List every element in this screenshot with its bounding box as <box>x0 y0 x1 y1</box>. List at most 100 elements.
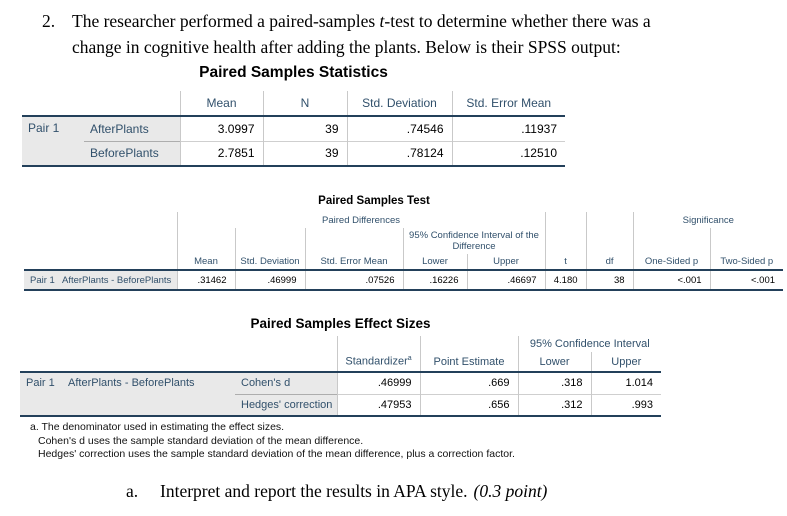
empty-header-cell <box>22 91 84 117</box>
empty-header-cell <box>56 212 177 228</box>
stat-cell-sd: .74546 <box>346 116 452 141</box>
footnote-hedges: Hedges' correction uses the sample stand… <box>38 448 515 460</box>
col-header-point-estimate: Point Estimate <box>419 352 518 373</box>
test-cell-one-sided-p: <.001 <box>632 270 711 291</box>
empty-header-cell <box>585 212 634 228</box>
col-header-mean: Mean <box>176 254 235 271</box>
empty-header-cell <box>235 352 337 373</box>
effect-cell-point: .656 <box>419 393 518 417</box>
effect-table: 95% Confidence Interval Standardizera Po… <box>20 336 662 417</box>
stat-cell-sem: .11937 <box>451 116 565 141</box>
ci-group-header: 95% Confidence Interval <box>517 336 662 352</box>
question-body: The researcher performed a paired-sample… <box>72 8 651 60</box>
test-cell-sd: .46999 <box>234 270 305 291</box>
col-header-std-deviation: Std. Deviation <box>234 254 305 271</box>
empty-header-cell <box>419 336 518 352</box>
col-header-one-sided-p: One-Sided p <box>632 254 711 271</box>
test-cell-sem: .07526 <box>304 270 403 291</box>
empty-header-cell <box>24 212 56 228</box>
variable-label: BeforePlants <box>84 140 180 167</box>
col-header-upper: Upper <box>590 352 662 373</box>
footnote-a: a. The denominator used in estimating th… <box>30 421 285 433</box>
question-number: 2. <box>42 11 56 31</box>
subquestion-body: Interpret and report the results in APA … <box>160 481 547 502</box>
col-header-std-error-mean: Std. Error Mean <box>304 254 403 271</box>
paired-samples-statistics: Paired Samples Statistics Mean N Std. De… <box>22 64 565 167</box>
variable-label: AfterPlants - BeforePlants <box>62 372 235 417</box>
stat-cell-mean: 2.7851 <box>179 140 263 167</box>
group-header-paired-differences: Paired Differences <box>176 212 546 228</box>
t-italic: t <box>379 11 385 31</box>
col-header-two-sided-p: Two-Sided p <box>709 254 784 271</box>
variable-label: AfterPlants <box>84 116 180 141</box>
empty-header-cell <box>62 336 235 352</box>
effect-cell-standardizer: .46999 <box>336 372 420 394</box>
effect-table-title: Paired Samples Effect Sizes <box>250 316 431 331</box>
question-line2: change in cognitive health after adding … <box>72 37 621 57</box>
col-header-df: df <box>585 254 634 271</box>
col-header-std-deviation: Std. Deviation <box>346 91 452 117</box>
col-header-t: t <box>544 254 587 271</box>
col-header-mean: Mean <box>179 91 263 117</box>
empty-header-cell <box>24 254 56 271</box>
group-header-significance: Significance <box>632 212 784 228</box>
method-label-cohens-d: Cohen's d <box>235 372 337 394</box>
empty-header-cell <box>176 228 235 254</box>
empty-header-cell <box>84 91 180 117</box>
empty-header-cell <box>56 228 177 254</box>
ci-group-header: 95% Confidence Interval of the Differenc… <box>402 228 546 254</box>
effect-cell-lower: .318 <box>517 372 591 394</box>
question-text: 2. The researcher performed a paired-sam… <box>42 8 762 60</box>
method-label-hedges: Hedges' correction <box>235 393 337 417</box>
stat-cell-sd: .78124 <box>346 140 452 167</box>
stat-cell-n: 39 <box>262 140 347 167</box>
pair-label: Pair 1 <box>22 116 84 167</box>
empty-header-cell <box>709 228 784 254</box>
effect-cell-standardizer: .47953 <box>336 393 420 417</box>
variable-label: AfterPlants - BeforePlants <box>56 270 177 291</box>
col-header-lower: Lower <box>402 254 467 271</box>
stat-cell-sem: .12510 <box>451 140 565 167</box>
effect-cell-point: .669 <box>419 372 518 394</box>
empty-header-cell <box>56 254 177 271</box>
stat-cell-mean: 3.0997 <box>179 116 263 141</box>
effect-cell-lower: .312 <box>517 393 591 417</box>
test-cell-upper: .46697 <box>466 270 546 291</box>
empty-header-cell <box>20 336 62 352</box>
col-header-standardizer: Standardizera <box>336 352 420 373</box>
col-header-std-error-mean: Std. Error Mean <box>451 91 565 117</box>
empty-header-cell <box>20 352 62 373</box>
empty-header-cell <box>544 228 587 254</box>
effect-cell-upper: .993 <box>590 393 662 417</box>
pair-label: Pair 1 <box>20 372 62 417</box>
empty-header-cell <box>632 228 711 254</box>
col-header-lower: Lower <box>517 352 591 373</box>
empty-header-cell <box>304 228 403 254</box>
standardizer-label: Standardizer <box>345 355 408 368</box>
empty-header-cell <box>234 228 305 254</box>
pair-label: Pair 1 <box>24 270 56 291</box>
paired-samples-test: Paired Samples Test Paired Differences S… <box>24 195 784 291</box>
empty-header-cell <box>585 228 634 254</box>
effect-cell-upper: 1.014 <box>590 372 662 394</box>
effect-table-footnotes: a. The denominator used in estimating th… <box>30 421 515 462</box>
subquestion-text: Interpret and report the results in APA … <box>160 481 468 501</box>
subquestion-points: (0.3 point) <box>473 481 548 501</box>
test-cell-two-sided-p: <.001 <box>709 270 784 291</box>
paired-samples-effect-sizes: Paired Samples Effect Sizes 95% Confiden… <box>20 316 662 417</box>
footnote-cohens-d: Cohen's d uses the sample standard devia… <box>38 434 364 447</box>
empty-header-cell <box>544 212 587 228</box>
empty-header-cell <box>336 336 420 352</box>
question-line1: The researcher performed a paired-sample… <box>72 11 380 31</box>
empty-header-cell <box>24 228 56 254</box>
footnote-marker: a <box>407 355 412 363</box>
subquestion-a: a. Interpret and report the results in A… <box>126 481 547 502</box>
test-cell-mean: .31462 <box>176 270 235 291</box>
empty-header-cell <box>235 336 337 352</box>
test-table: Paired Differences Significance 95% Conf… <box>24 212 784 291</box>
stats-table: Mean N Std. Deviation Std. Error Mean Pa… <box>22 91 565 167</box>
test-cell-df: 38 <box>585 270 634 291</box>
question-line1-end: -test to determine whether there was a <box>384 11 651 31</box>
stat-cell-n: 39 <box>262 116 347 141</box>
test-cell-t: 4.180 <box>544 270 587 291</box>
